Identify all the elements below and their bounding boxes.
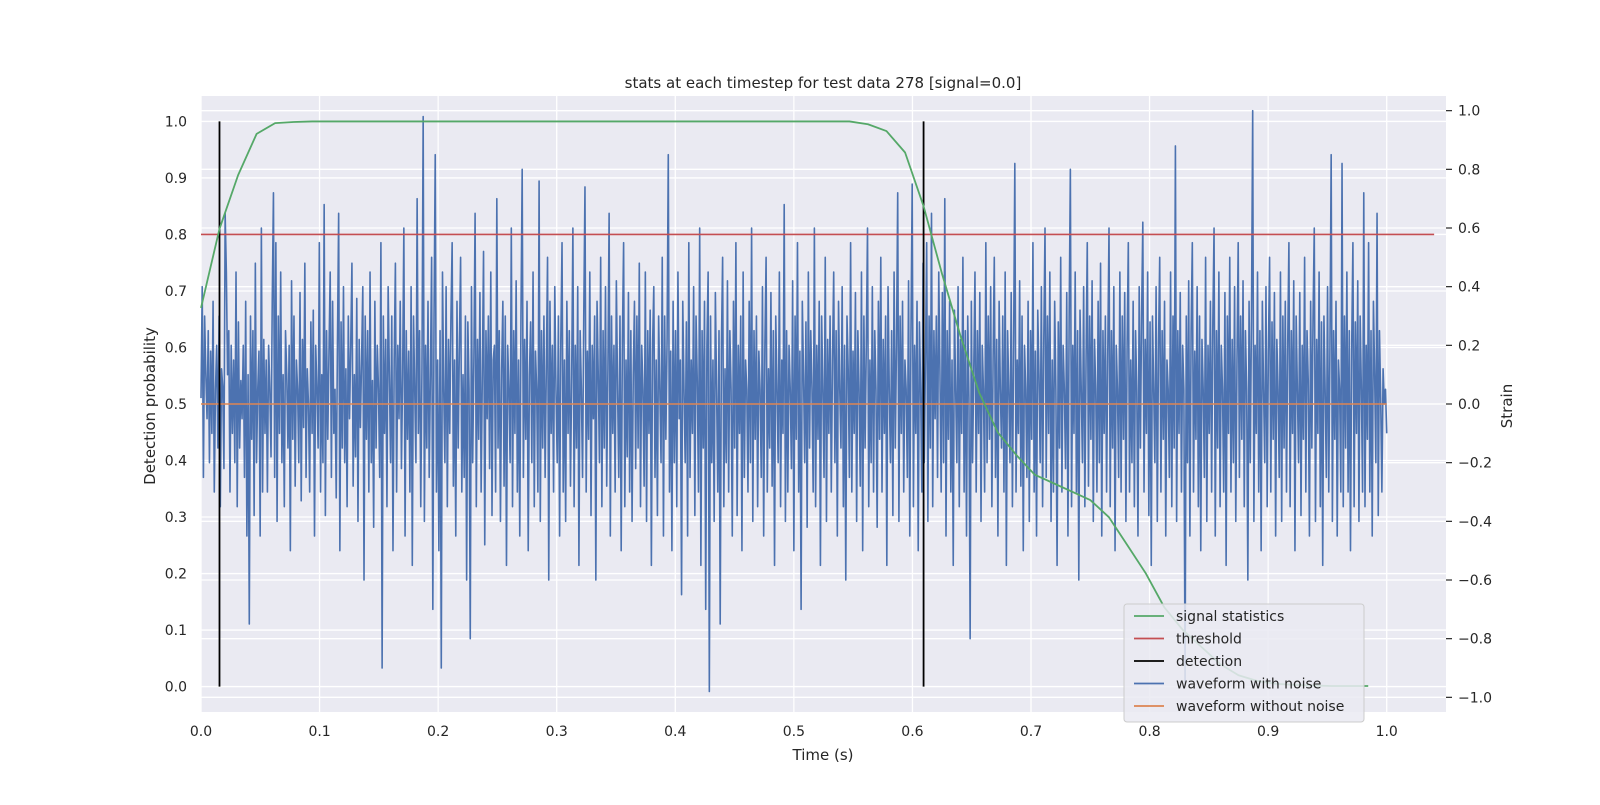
y-tick-label-left: 0.1 (165, 623, 187, 639)
x-tick-label: 0.0 (190, 724, 212, 740)
y-tick-label-left: 0.8 (165, 227, 187, 243)
x-tick-label: 1.0 (1376, 724, 1398, 740)
y-tick-label-right: −0.2 (1458, 456, 1492, 472)
y-tick-label-right: −0.4 (1458, 514, 1492, 530)
y-tick-label-left: 0.9 (165, 171, 187, 187)
legend-label: signal statistics (1176, 609, 1284, 625)
x-tick-label: 0.2 (427, 724, 449, 740)
legend-label: threshold (1176, 632, 1242, 648)
y-tick-label-left: 1.0 (165, 114, 187, 130)
y-tick-label-right: 0.4 (1458, 280, 1480, 296)
x-tick-label: 0.3 (546, 724, 568, 740)
y-tick-label-right: 0.6 (1458, 221, 1480, 237)
y-axis-label-right: Strain (1498, 384, 1516, 428)
y-tick-label-right: −1.0 (1458, 690, 1492, 706)
y-tick-label-right: −0.6 (1458, 573, 1492, 589)
y-tick-label-left: 0.4 (165, 454, 187, 470)
x-tick-label: 0.6 (901, 724, 923, 740)
y-axis-label-left: Detection probability (141, 327, 159, 485)
x-tick-label: 0.5 (783, 724, 805, 740)
y-tick-label-left: 0.7 (165, 284, 187, 300)
y-tick-label-right: 1.0 (1458, 104, 1480, 120)
axes: 0.0 0.1 0.2 0.3 0.4 0.5 0.6 0.7 0.8 0.9 1.0 0.0 0.1 0… (165, 104, 1492, 740)
y-tick-label-right: 0.2 (1458, 338, 1480, 354)
y-tick-label-left: 0.2 (165, 567, 187, 583)
legend-label: waveform with noise (1176, 677, 1321, 693)
y-tick-label-left: 0.6 (165, 340, 187, 356)
x-tick-label: 0.9 (1257, 724, 1279, 740)
x-tick-label: 0.7 (1020, 724, 1042, 740)
x-axis-label: Time (s) (792, 746, 854, 764)
y-tick-label-right: −0.8 (1458, 632, 1492, 648)
legend-box (1123, 603, 1365, 723)
chart-title: stats at each timestep for test data 278… (625, 74, 1022, 92)
x-tick-label: 0.1 (308, 724, 330, 740)
y-tick-label-right: 0.0 (1458, 397, 1480, 413)
y-tick-label-right: 0.8 (1458, 162, 1480, 178)
series (200, 109, 1435, 693)
series-waveform-with-noise (200, 109, 1388, 693)
y-tick-label-left: 0.0 (165, 680, 187, 696)
y-tick-label-left: 0.5 (165, 397, 187, 413)
legend: signal statistics threshold detection wavef… (1123, 603, 1365, 723)
x-tick-label: 0.4 (664, 724, 686, 740)
legend-label: detection (1176, 654, 1242, 670)
x-tick-label: 0.8 (1138, 724, 1160, 740)
legend-label: waveform without noise (1176, 699, 1344, 715)
y-tick-label-left: 0.3 (165, 510, 187, 526)
